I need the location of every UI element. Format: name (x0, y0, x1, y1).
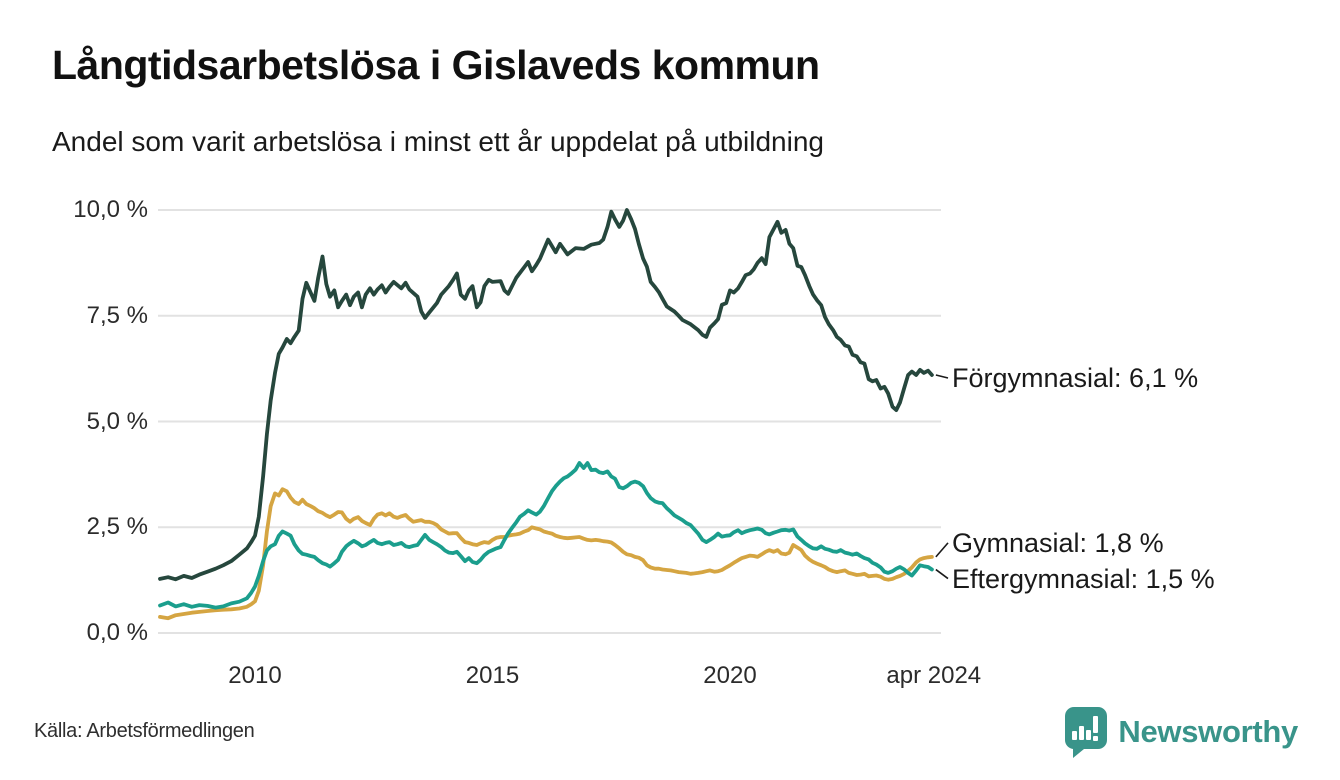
series-label-eftergymnasial: Eftergymnasial: 1,5 % (952, 563, 1215, 594)
page-title: Långtidsarbetslösa i Gislaveds kommun (52, 42, 820, 88)
annotation-connector (935, 542, 949, 558)
x-tick-label: 2020 (703, 662, 757, 689)
series-line-eftergymnasial (158, 461, 934, 610)
annotation-connector (935, 374, 949, 379)
source-note: Källa: Arbetsförmedlingen (34, 720, 255, 742)
x-tick-label: apr 2024 (886, 662, 982, 689)
y-tick-label: 0,0 % (86, 619, 148, 646)
newsworthy-logo: Newsworthy (1062, 706, 1298, 758)
y-tick-label: 10,0 % (73, 196, 148, 223)
series-label-förgymnasial: Förgymnasial: 6,1 % (952, 362, 1199, 393)
annotation-connector (935, 568, 949, 580)
series-line-gymnasial (158, 487, 934, 621)
chart-subtitle: Andel som varit arbetslösa i minst ett å… (52, 126, 824, 157)
newsworthy-wordmark: Newsworthy (1118, 714, 1298, 749)
series-line-förgymnasial (158, 208, 934, 582)
series-label-gymnasial: Gymnasial: 1,8 % (952, 527, 1164, 558)
y-tick-label: 5,0 % (86, 407, 148, 435)
y-tick-label: 2,5 % (86, 513, 148, 541)
x-tick-label: 2010 (228, 662, 282, 689)
x-tick-label: 2015 (465, 662, 520, 689)
y-tick-label: 7,5 % (86, 301, 148, 329)
newsworthy-bubble-chart-icon (1065, 707, 1108, 758)
